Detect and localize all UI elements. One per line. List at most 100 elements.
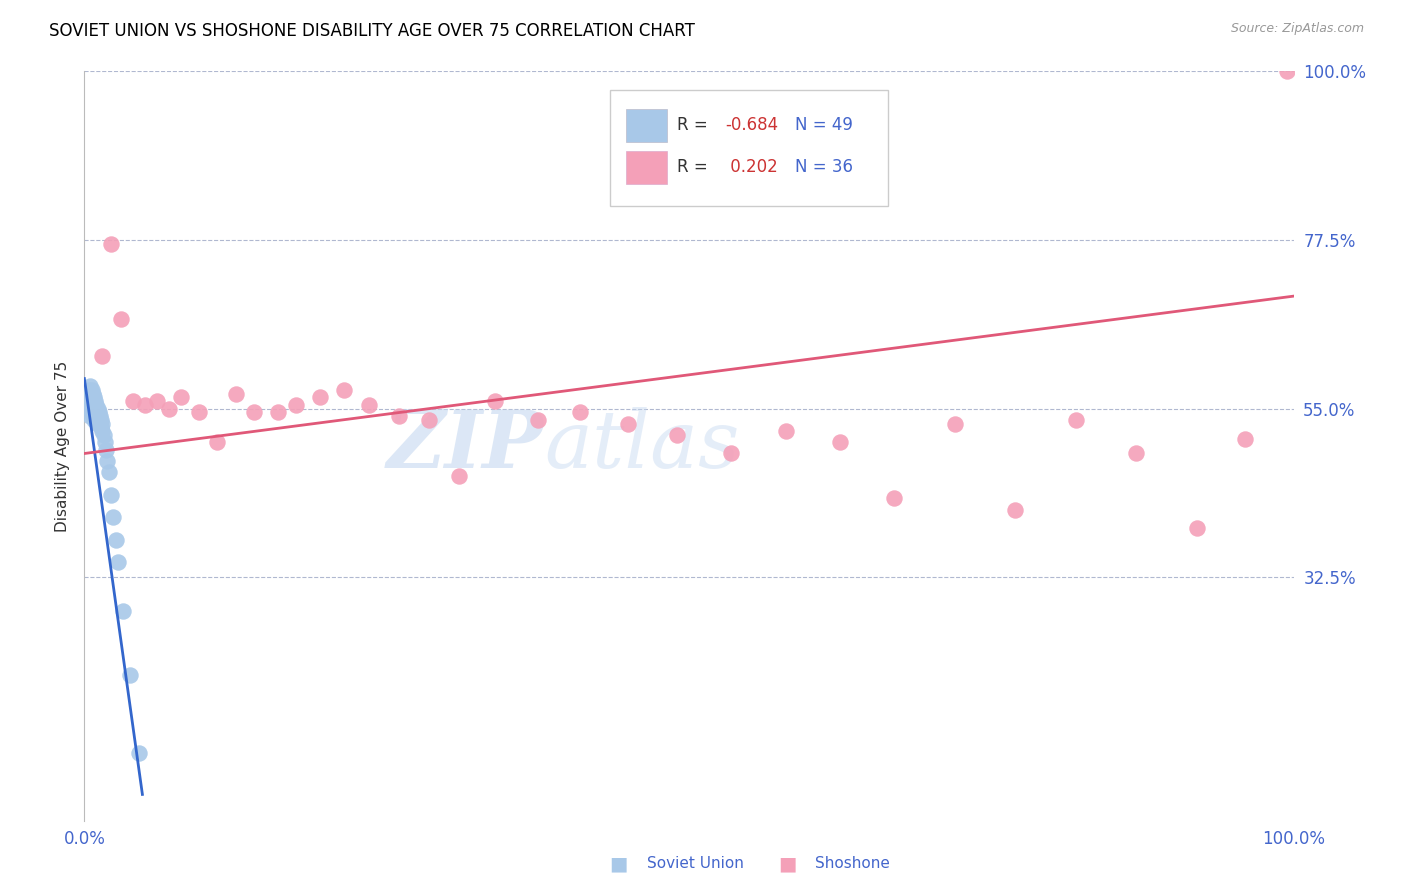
Text: ZIP: ZIP [387, 408, 544, 484]
Point [86, 401, 108, 416]
Point [121, 394, 143, 409]
Point [80, 398, 103, 412]
Point [90, 420, 112, 434]
Point [77, 383, 100, 397]
Text: N = 36: N = 36 [796, 158, 853, 177]
Text: 0.202: 0.202 [725, 158, 778, 177]
Point [665, 427, 688, 442]
Point [89, 417, 111, 431]
Point [112, 604, 135, 618]
Point [79, 386, 101, 401]
Point [1234, 432, 1257, 446]
Point [91, 417, 114, 431]
Point [77, 398, 100, 412]
Text: Shoshone: Shoshone [815, 856, 890, 871]
Point [96, 454, 118, 468]
Point [86, 417, 108, 431]
FancyBboxPatch shape [610, 90, 889, 206]
Text: R =: R = [676, 116, 713, 135]
Point [242, 405, 264, 419]
Point [79, 401, 101, 416]
Point [82, 394, 104, 409]
Point [94, 435, 117, 450]
Point [267, 405, 290, 419]
Point [79, 379, 101, 393]
Point [207, 435, 229, 450]
Point [527, 413, 550, 427]
Text: Soviet Union: Soviet Union [647, 856, 744, 871]
Point [830, 435, 852, 450]
Point [120, 667, 142, 681]
Point [91, 424, 114, 438]
Point [94, 442, 117, 457]
Point [1004, 502, 1026, 516]
Text: Source: ZipAtlas.com: Source: ZipAtlas.com [1230, 22, 1364, 36]
Point [104, 533, 127, 547]
Text: ■: ■ [778, 854, 797, 873]
Point [170, 390, 193, 404]
Point [82, 386, 104, 401]
Point [86, 398, 108, 412]
Point [157, 401, 180, 416]
Point [86, 413, 108, 427]
Point [84, 394, 107, 409]
Point [87, 413, 110, 427]
Point [87, 405, 110, 419]
Point [720, 446, 742, 460]
Y-axis label: Disability Age Over 75: Disability Age Over 75 [55, 360, 70, 532]
FancyBboxPatch shape [626, 151, 668, 184]
Point [1125, 446, 1147, 460]
Point [80, 383, 103, 397]
Point [146, 394, 169, 409]
Point [100, 236, 122, 251]
Point [82, 401, 104, 416]
Point [357, 398, 380, 412]
Point [188, 405, 211, 419]
Point [484, 394, 506, 409]
Point [79, 409, 101, 423]
Point [83, 405, 105, 419]
Point [569, 405, 592, 419]
Text: SOVIET UNION VS SHOSHONE DISABILITY AGE OVER 75 CORRELATION CHART: SOVIET UNION VS SHOSHONE DISABILITY AGE … [49, 22, 695, 40]
Point [1064, 413, 1087, 427]
Point [79, 394, 101, 409]
Point [86, 405, 108, 419]
Point [100, 488, 122, 502]
Point [333, 383, 356, 397]
Point [82, 409, 104, 423]
Point [883, 491, 905, 506]
Point [91, 349, 114, 363]
Text: atlas: atlas [544, 408, 740, 484]
Point [110, 311, 132, 326]
Point [80, 405, 103, 419]
Text: R =: R = [676, 158, 713, 177]
Point [83, 390, 105, 404]
Point [77, 390, 100, 404]
Point [83, 413, 105, 427]
Point [93, 427, 115, 442]
Point [1277, 64, 1299, 78]
Point [225, 386, 247, 401]
Point [86, 409, 108, 423]
Point [1185, 521, 1208, 535]
Point [84, 401, 107, 416]
Point [103, 510, 125, 524]
Point [617, 417, 640, 431]
Point [89, 409, 111, 423]
Point [84, 409, 107, 423]
Point [943, 417, 966, 431]
Text: ■: ■ [609, 854, 628, 873]
Point [90, 413, 112, 427]
Point [388, 409, 411, 423]
Point [449, 469, 471, 483]
Point [107, 555, 129, 569]
Text: N = 49: N = 49 [796, 116, 853, 135]
Point [128, 746, 150, 760]
FancyBboxPatch shape [626, 109, 668, 142]
Point [83, 398, 105, 412]
Point [134, 398, 156, 412]
Point [309, 390, 332, 404]
Text: -0.684: -0.684 [725, 116, 779, 135]
Point [775, 424, 797, 438]
Point [80, 390, 103, 404]
